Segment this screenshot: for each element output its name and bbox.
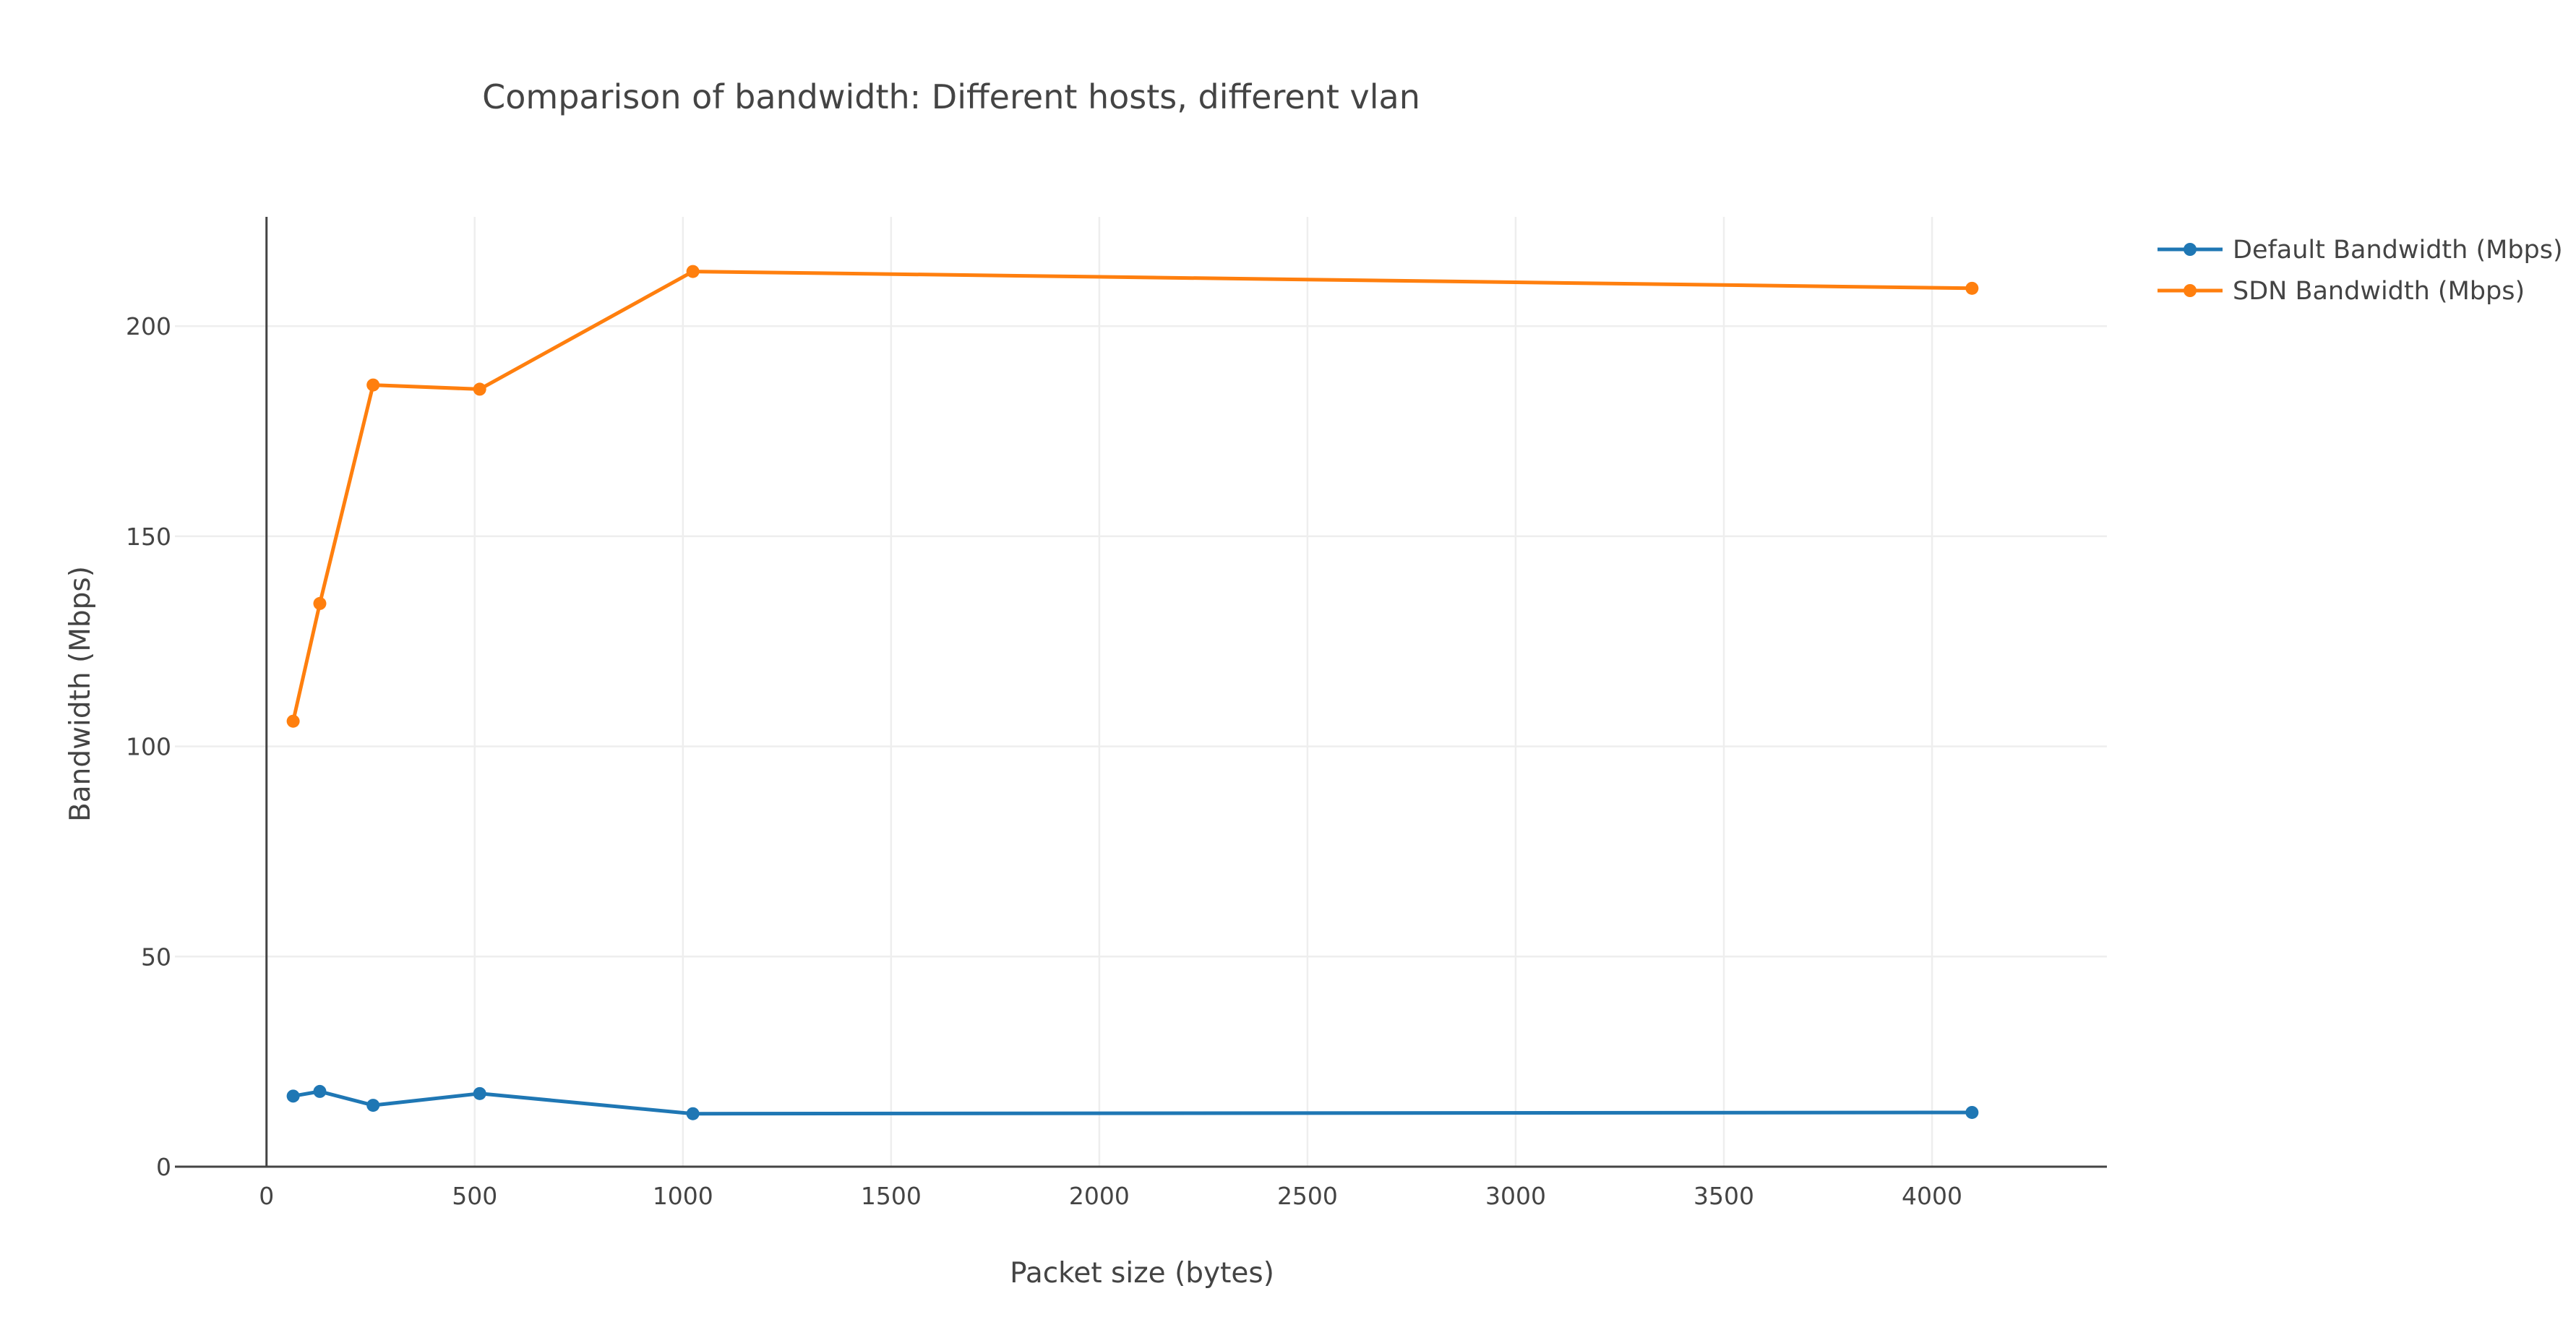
y-tick-label: 50 (141, 943, 171, 971)
data-point (1965, 1105, 1979, 1119)
data-point (473, 1086, 486, 1100)
grid-lines (175, 217, 2107, 1167)
legend: Default Bandwidth (Mbps) SDN Bandwidth (M… (2158, 236, 2563, 306)
legend-marker (2184, 284, 2197, 297)
y-axis-ticks: 0 50 100 150 200 (126, 312, 171, 1181)
series-1 (286, 1084, 1979, 1120)
legend-marker (2184, 243, 2197, 256)
x-tick-label: 500 (452, 1182, 497, 1210)
y-tick-label: 200 (126, 312, 171, 340)
x-tick-label: 3500 (1693, 1182, 1754, 1210)
y-tick-label: 0 (156, 1153, 171, 1181)
chart-title: Comparison of bandwidth: Different hosts… (482, 77, 1420, 116)
series-line (293, 1089, 1972, 1116)
x-axis-title: Packet size (bytes) (1010, 1257, 1274, 1290)
x-tick-label: 2000 (1069, 1182, 1130, 1210)
y-tick-label: 100 (126, 733, 171, 761)
x-tick-label: 2500 (1277, 1182, 1338, 1210)
series-2 (286, 265, 1979, 728)
legend-item: SDN Bandwidth (Mbps) (2158, 277, 2525, 306)
data-point (366, 378, 380, 392)
y-axis-title: Bandwidth (Mbps) (64, 566, 97, 822)
data-point (686, 265, 700, 278)
data-point (366, 1099, 380, 1112)
data-point (686, 1107, 700, 1120)
x-tick-label: 1000 (653, 1182, 713, 1210)
legend-label: SDN Bandwidth (Mbps) (2233, 277, 2525, 306)
data-point (1965, 281, 1979, 295)
x-tick-label: 1500 (861, 1182, 922, 1210)
series-line (291, 270, 1972, 722)
x-tick-label: 0 (259, 1182, 274, 1210)
data-point (313, 596, 327, 610)
data-point (286, 714, 300, 728)
x-axis-ticks: 0 500 1000 1500 2000 2500 3000 3500 4000 (259, 1182, 1962, 1210)
axes (175, 217, 2107, 1168)
data-point (286, 1089, 300, 1103)
x-tick-label: 3000 (1485, 1182, 1546, 1210)
x-tick-label: 4000 (1902, 1182, 1962, 1210)
y-tick-label: 150 (126, 523, 171, 551)
data-point (473, 382, 486, 396)
data-point (313, 1084, 327, 1098)
legend-item: Default Bandwidth (Mbps) (2158, 236, 2563, 265)
legend-label: Default Bandwidth (Mbps) (2233, 236, 2563, 265)
data-series (286, 265, 1979, 1120)
